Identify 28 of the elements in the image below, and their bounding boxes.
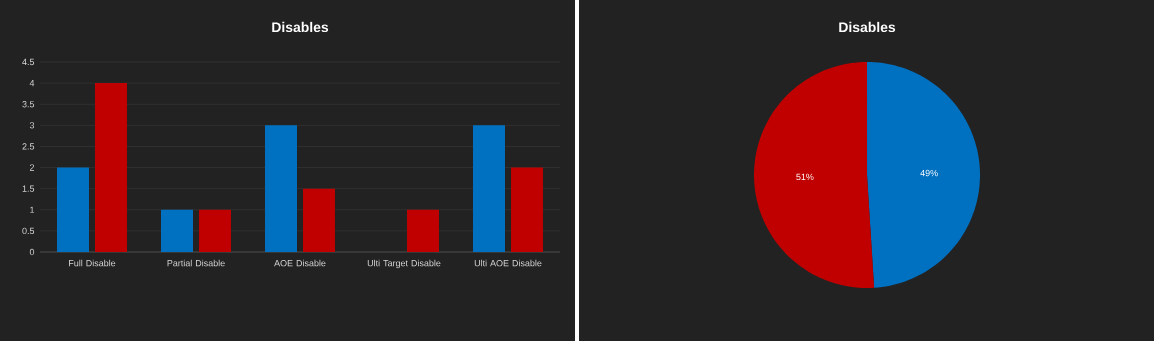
bar [473,125,505,252]
bar [303,188,335,252]
chart-title: Disables [272,21,329,33]
data-label: 51% [796,173,814,181]
y-tick-label: 2 [29,164,35,171]
x-tick-label: AOE Disable [274,259,326,267]
y-tick-label: 3 [29,122,35,129]
y-tick-label: 1.5 [22,185,35,192]
y-tick-label: 0.5 [22,227,35,235]
y-tick-label: 4.5 [22,58,35,66]
y-tick-label: 2.5 [22,143,35,150]
y-tick-label: 0 [29,248,35,256]
x-tick-label: Full Disable [69,259,116,267]
x-tick-label: Partial Disable [167,259,225,267]
bar [57,167,89,252]
bar [407,209,439,252]
x-tick-label: Ulti AOE Disable [474,259,542,267]
bar [95,83,127,252]
y-tick-label: 3.5 [22,101,35,108]
data-label: 49% [920,169,938,177]
bar [265,125,297,252]
x-tick-label: Ulti Target Disable [367,259,441,269]
y-tick-label: 1 [30,206,35,213]
bar [199,209,231,252]
bar [161,209,193,252]
y-tick-label: 4 [29,80,35,87]
bar [511,167,544,252]
chart-title: Disables [839,21,896,33]
